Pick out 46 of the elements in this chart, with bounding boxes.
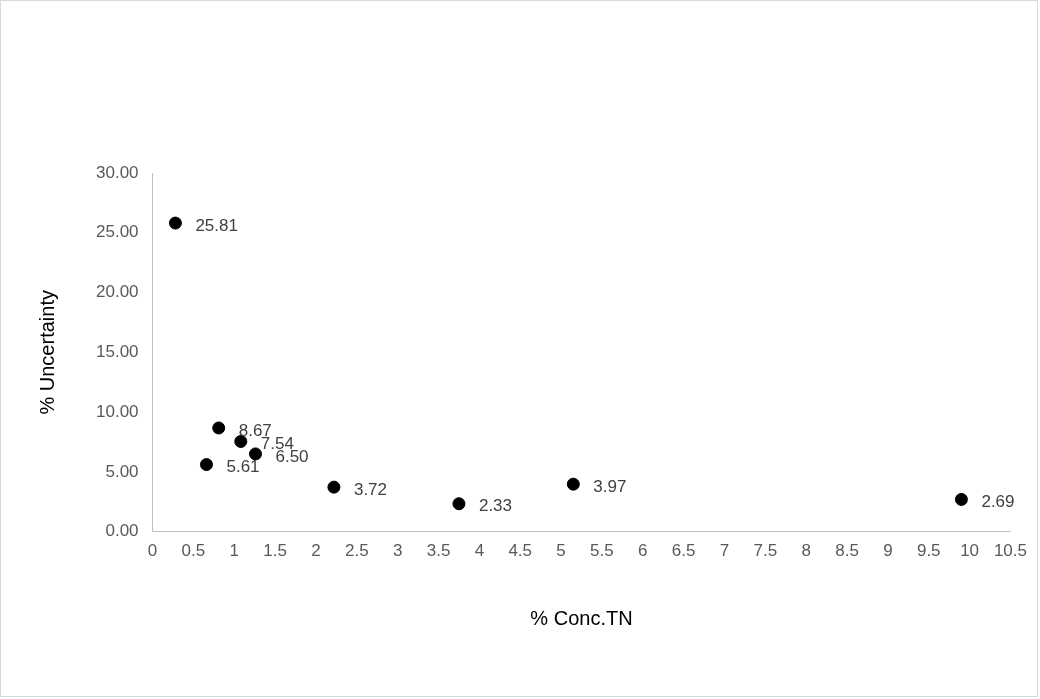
point [212, 421, 226, 435]
point [168, 216, 182, 230]
x-tick-label: 9.5 [916, 541, 941, 561]
point [248, 447, 262, 461]
x-tick-label: 5.5 [590, 541, 614, 561]
point [566, 477, 580, 491]
x-tick-label: 3.5 [426, 541, 451, 561]
data-label: 25.81 [195, 215, 238, 235]
y-axis-title: % Uncertainty [35, 290, 58, 415]
x-tick-label: 0 [147, 541, 158, 561]
x-tick-label: 2.5 [344, 541, 369, 561]
x-tick-label: 6.5 [671, 541, 696, 561]
x-tick-label: 9 [883, 541, 893, 561]
x-tick-label: 0.5 [181, 541, 206, 561]
data-label: 3.72 [353, 479, 388, 499]
y-tick-label: 0.00 [105, 521, 139, 541]
x-tick-label: 5 [556, 541, 566, 561]
x-tick-label: 6 [638, 541, 648, 561]
point [327, 480, 341, 494]
x-tick-label: 1.5 [263, 541, 287, 561]
x-tick-label: 10.5 [993, 541, 1027, 561]
x-tick-label: 10 [960, 541, 980, 561]
y-tick-label: 15.00 [95, 341, 139, 361]
y-tick-label: 20.00 [95, 282, 139, 302]
y-tick-label: 5.00 [105, 461, 139, 481]
data-label: 2.69 [981, 492, 1015, 512]
x-tick-label: 4 [474, 541, 485, 561]
x-tick-label: 1 [229, 541, 239, 561]
x-tick-label: 7 [719, 541, 730, 561]
point [199, 458, 213, 472]
x-tick-label: 8 [801, 541, 811, 561]
point [234, 434, 248, 448]
data-label: 3.97 [593, 476, 627, 496]
y-tick-label: 25.00 [95, 222, 139, 242]
point [452, 497, 466, 511]
x-tick-label: 2 [311, 541, 321, 561]
data-label: 2.33 [478, 496, 513, 516]
y-tick-label: 10.00 [95, 401, 139, 421]
x-tick-label: 8.5 [835, 541, 859, 561]
x-tick-label: 4.5 [508, 541, 533, 561]
point [954, 492, 968, 506]
x-tick-label: 3 [392, 541, 403, 561]
x-tick-label: 7.5 [753, 541, 778, 561]
x-axis-title: % Conc.TN [530, 606, 633, 629]
y-tick-label: 30.00 [95, 162, 139, 182]
data-label: 5.61 [226, 457, 260, 477]
